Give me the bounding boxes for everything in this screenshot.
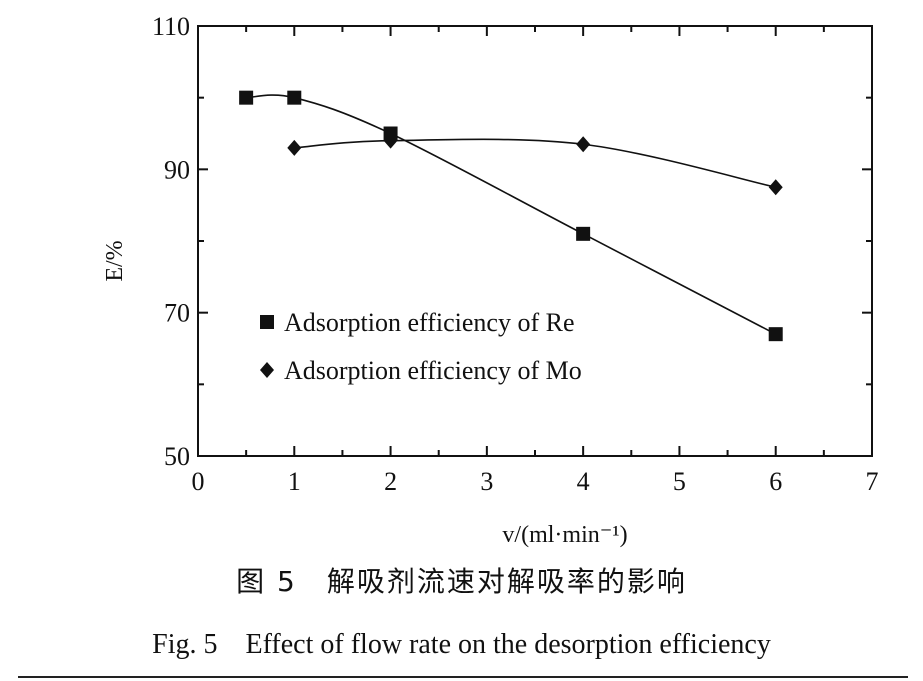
y-tick-label: 50: [164, 442, 190, 471]
chart-legend: Adsorption efficiency of Re Adsorption ef…: [260, 308, 582, 385]
data-point-square: [287, 90, 302, 105]
series-diamond: [287, 132, 783, 196]
figure-caption-english: Fig. 5 Effect of flow rate on the desorp…: [152, 629, 771, 660]
x-tick-label: 3: [480, 467, 493, 496]
data-point-diamond: [576, 136, 591, 153]
chart: 0 1 2 3 4 5 6 7 50 70 90 110 Adsorption efficiency …: [102, 12, 879, 548]
y-axis-title: E/%: [102, 240, 128, 281]
axis-titles: v/(ml·min⁻¹) E/%: [102, 240, 628, 548]
figure-caption-chinese: 图 5 解吸剂流速对解吸率的影响: [236, 565, 687, 598]
series-square: [239, 90, 783, 342]
data-point-diamond: [383, 132, 398, 149]
legend-marker-square: [260, 315, 274, 329]
chart-axes: 0 1 2 3 4 5 6 7 50 70 90 110: [152, 12, 879, 496]
legend-marker-diamond: [260, 362, 274, 378]
data-point-diamond: [768, 179, 783, 196]
plot-frame: [197, 25, 873, 457]
x-tick-label: 2: [384, 467, 397, 496]
data-point-square: [576, 226, 591, 241]
y-tick-label: 110: [152, 12, 190, 41]
x-tick-label: 0: [192, 467, 205, 496]
series-line: [246, 94, 777, 335]
x-tick-label: 4: [577, 467, 590, 496]
data-point-diamond: [287, 139, 302, 156]
x-tick-label: 7: [866, 467, 879, 496]
bottom-rule: [18, 676, 908, 678]
x-tick-label: 5: [673, 467, 686, 496]
data-point-square: [239, 90, 254, 105]
y-tick-label: 90: [164, 155, 190, 184]
series-line: [294, 138, 776, 189]
x-axis-title: v/(ml·min⁻¹): [502, 522, 627, 548]
legend-label: Adsorption efficiency of Mo: [284, 356, 582, 385]
y-tick-label: 70: [164, 299, 190, 328]
x-tick-label: 6: [769, 467, 782, 496]
x-tick-label: 1: [288, 467, 301, 496]
data-point-square: [768, 327, 783, 342]
chart-series: [239, 90, 783, 342]
legend-label: Adsorption efficiency of Re: [284, 308, 575, 337]
